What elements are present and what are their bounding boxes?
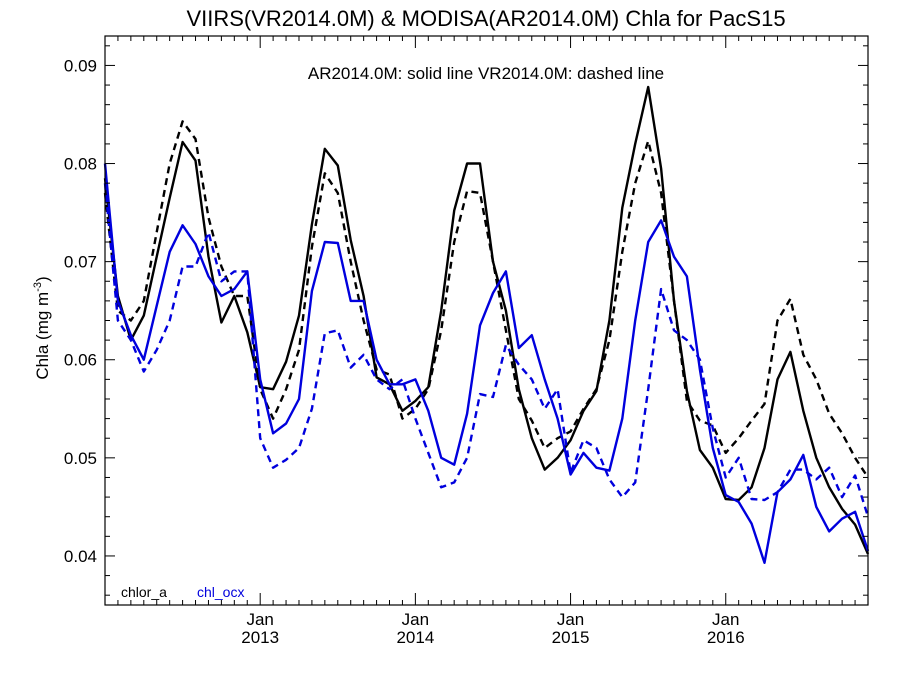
y-tick-label: 0.06 (64, 351, 97, 370)
x-tick-label-year: 2014 (396, 628, 434, 647)
series-line-chl-ocx-solid (103, 163, 870, 564)
x-tick-label-month: Jan (712, 610, 739, 629)
y-tick-label: 0.04 (64, 547, 97, 566)
x-tick-label-year: 2016 (707, 628, 745, 647)
legend: chlor_a chl_ocx (121, 584, 244, 600)
y-axis-title-superscript: -3 (32, 282, 44, 292)
axes-layer: 0.040.050.060.070.080.09Jan2013Jan2014Ja… (64, 35, 869, 647)
plot-frame (104, 35, 869, 606)
y-tick-label: 0.09 (64, 56, 97, 75)
y-axis-title-close: ) (33, 276, 52, 282)
y-tick-label: 0.08 (64, 155, 97, 174)
series-layer (103, 85, 870, 564)
chart-title: VIIRS(VR2014.0M) & MODISA(AR2014.0M) Chl… (186, 6, 785, 31)
y-axis-title: Chla (mg m-3) (32, 276, 52, 379)
x-tick-label-month: Jan (246, 610, 273, 629)
legend-label-chl-ocx: chl_ocx (197, 584, 244, 600)
y-tick-label: 0.05 (64, 449, 97, 468)
series-line-chlor-a-dashed (103, 120, 870, 479)
x-tick-label-month: Jan (402, 610, 429, 629)
x-tick-label-year: 2013 (241, 628, 279, 647)
legend-label-chlor-a: chlor_a (121, 584, 167, 600)
series-line-chlor-a-solid (103, 85, 870, 555)
y-tick-label: 0.07 (64, 253, 97, 272)
x-tick-label-month: Jan (557, 610, 584, 629)
y-axis-title-text: Chla (mg m (33, 292, 52, 380)
line-style-annotation: AR2014.0M: solid line VR2014.0M: dashed … (308, 64, 664, 83)
series-line-chl-ocx-dashed (103, 183, 870, 518)
x-tick-label-year: 2015 (552, 628, 590, 647)
